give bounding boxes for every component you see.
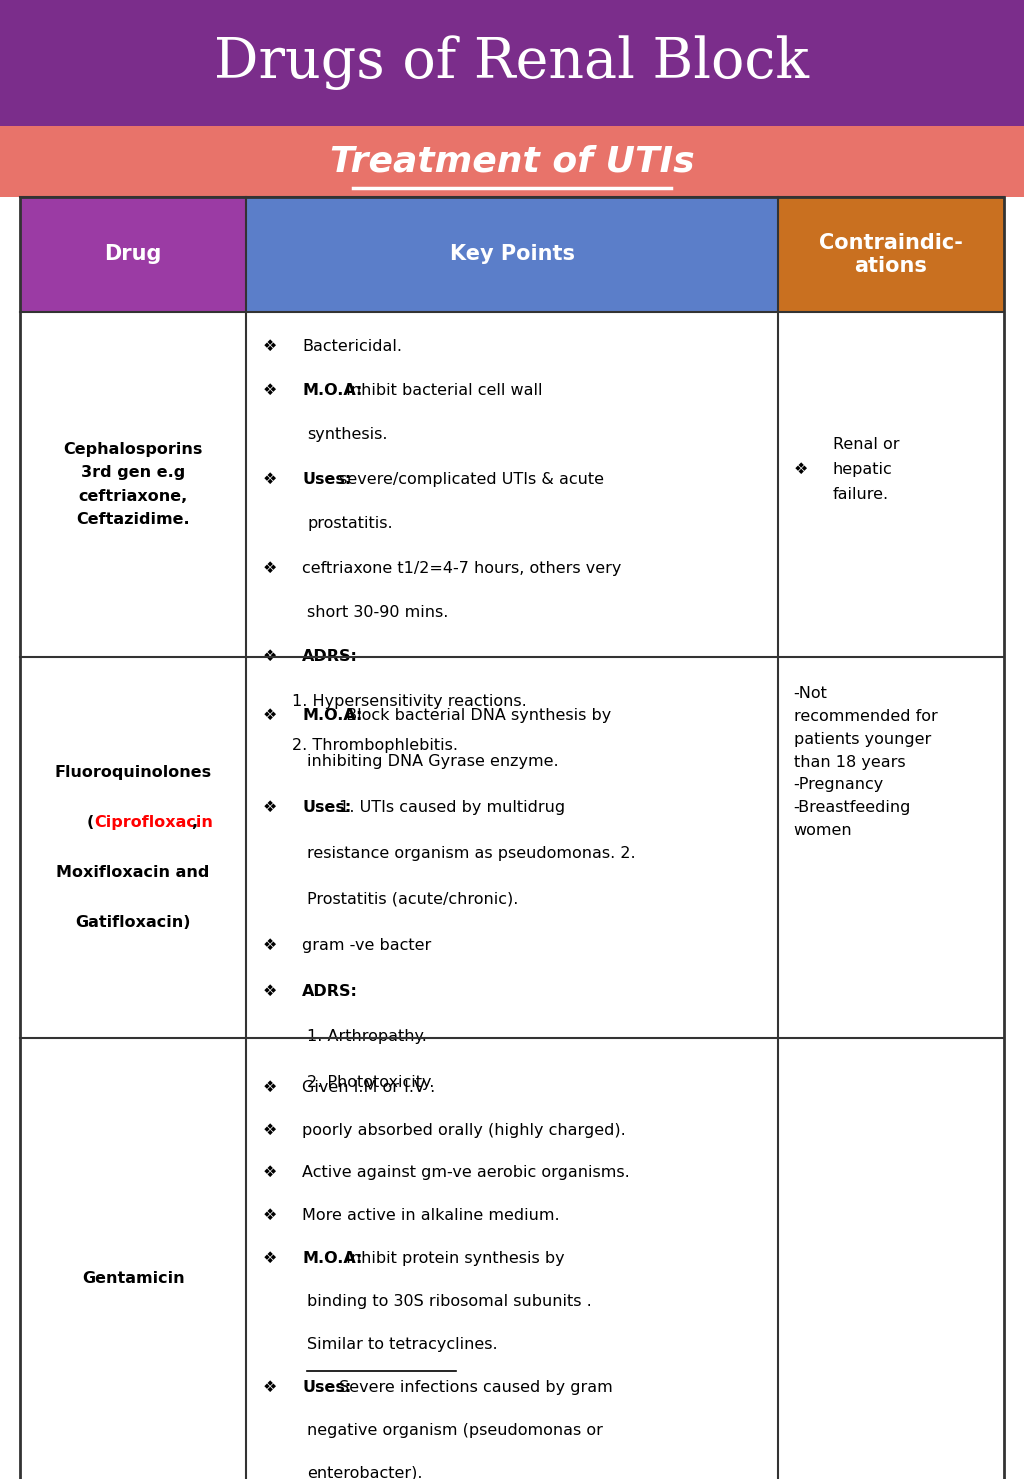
Text: ADRS:: ADRS:	[302, 984, 358, 998]
Text: ❖: ❖	[794, 461, 808, 478]
Text: ,: ,	[191, 815, 198, 830]
Text: prostatitis.: prostatitis.	[307, 516, 393, 531]
Text: Fluoroquinolones: Fluoroquinolones	[54, 765, 212, 779]
Text: 1. Hypersensitivity reactions.: 1. Hypersensitivity reactions.	[292, 694, 526, 708]
Text: 2. Phototoxicity.: 2. Phototoxicity.	[307, 1075, 434, 1090]
Text: ❖: ❖	[263, 708, 278, 723]
Text: synthesis.: synthesis.	[307, 427, 388, 442]
FancyBboxPatch shape	[0, 126, 1024, 197]
Text: Contraindic-
ations: Contraindic- ations	[819, 232, 963, 277]
Text: ❖: ❖	[263, 1251, 278, 1266]
Text: M.O.A:: M.O.A:	[302, 383, 362, 398]
Text: Inhibit protein synthesis by: Inhibit protein synthesis by	[341, 1251, 564, 1266]
Text: Bactericidal.: Bactericidal.	[302, 339, 402, 353]
Text: ❖: ❖	[263, 1380, 278, 1395]
Text: 2. Thrombophlebitis.: 2. Thrombophlebitis.	[292, 738, 458, 753]
Text: negative organism (pseudomonas or: negative organism (pseudomonas or	[307, 1423, 603, 1438]
FancyBboxPatch shape	[0, 0, 1024, 126]
Text: Given I.M or I.V .: Given I.M or I.V .	[302, 1080, 435, 1094]
Text: Treatment of UTIs: Treatment of UTIs	[330, 145, 694, 177]
Text: M.O.A:: M.O.A:	[302, 708, 362, 723]
Text: ❖: ❖	[263, 1165, 278, 1180]
FancyBboxPatch shape	[20, 197, 246, 312]
Text: Severe infections caused by gram: Severe infections caused by gram	[334, 1380, 613, 1395]
Text: Drugs of Renal Block: Drugs of Renal Block	[214, 35, 810, 90]
Text: severe/complicated UTIs & acute: severe/complicated UTIs & acute	[334, 472, 604, 487]
Text: Uses:: Uses:	[302, 472, 351, 487]
Text: Gentamicin: Gentamicin	[82, 1270, 184, 1287]
Text: inhibiting DNA Gyrase enzyme.: inhibiting DNA Gyrase enzyme.	[307, 754, 559, 769]
Text: ❖: ❖	[263, 1080, 278, 1094]
Text: ❖: ❖	[263, 339, 278, 353]
Text: Key Points: Key Points	[450, 244, 574, 265]
Text: Prostatitis (acute/chronic).: Prostatitis (acute/chronic).	[307, 892, 518, 907]
Text: resistance organism as pseudomonas. 2.: resistance organism as pseudomonas. 2.	[307, 846, 636, 861]
Text: poorly absorbed orally (highly charged).: poorly absorbed orally (highly charged).	[302, 1123, 626, 1137]
Text: ❖: ❖	[263, 649, 278, 664]
Text: Drug: Drug	[104, 244, 162, 265]
Text: (: (	[87, 815, 94, 830]
Text: 1. Arthropathy.: 1. Arthropathy.	[307, 1029, 427, 1044]
Text: short 30-90 mins.: short 30-90 mins.	[307, 605, 449, 620]
Text: Renal or
hepatic
failure.: Renal or hepatic failure.	[833, 438, 899, 501]
Text: ❖: ❖	[263, 1208, 278, 1223]
Text: 1. UTIs caused by multidrug: 1. UTIs caused by multidrug	[334, 800, 565, 815]
Text: ❖: ❖	[263, 800, 278, 815]
Text: ADRS:: ADRS:	[302, 649, 358, 664]
Text: ❖: ❖	[263, 383, 278, 398]
Text: enterobacter).: enterobacter).	[307, 1466, 423, 1479]
Text: Uses:: Uses:	[302, 800, 351, 815]
Text: -Not
recommended for
patients younger
than 18 years
-Pregnancy
-Breastfeeding
wo: -Not recommended for patients younger th…	[794, 686, 937, 839]
Text: Ciprofloxacin: Ciprofloxacin	[94, 815, 213, 830]
Text: gram -ve bacter: gram -ve bacter	[302, 938, 431, 952]
FancyBboxPatch shape	[246, 197, 778, 312]
Text: Cephalosporins
3rd gen e.g
ceftriaxone,
Ceftazidime.: Cephalosporins 3rd gen e.g ceftriaxone, …	[63, 442, 203, 527]
Text: binding to 30S ribosomal subunits .: binding to 30S ribosomal subunits .	[307, 1294, 592, 1309]
FancyBboxPatch shape	[778, 197, 1004, 312]
Text: ❖: ❖	[263, 984, 278, 998]
Text: More active in alkaline medium.: More active in alkaline medium.	[302, 1208, 560, 1223]
Text: Uses:: Uses:	[302, 1380, 351, 1395]
Text: ❖: ❖	[263, 938, 278, 952]
Text: Inhibit bacterial cell wall: Inhibit bacterial cell wall	[341, 383, 543, 398]
Text: Gatifloxacin): Gatifloxacin)	[76, 916, 190, 930]
Text: ❖: ❖	[263, 472, 278, 487]
Text: ❖: ❖	[263, 1123, 278, 1137]
Text: Moxifloxacin and: Moxifloxacin and	[56, 865, 210, 880]
Text: Block bacterial DNA synthesis by: Block bacterial DNA synthesis by	[341, 708, 611, 723]
Text: Similar to tetracyclines.: Similar to tetracyclines.	[307, 1337, 498, 1352]
Text: Active against gm-ve aerobic organisms.: Active against gm-ve aerobic organisms.	[302, 1165, 630, 1180]
Text: ceftriaxone t1/2=4-7 hours, others very: ceftriaxone t1/2=4-7 hours, others very	[302, 561, 622, 575]
Text: M.O.A:: M.O.A:	[302, 1251, 362, 1266]
Text: ❖: ❖	[263, 561, 278, 575]
